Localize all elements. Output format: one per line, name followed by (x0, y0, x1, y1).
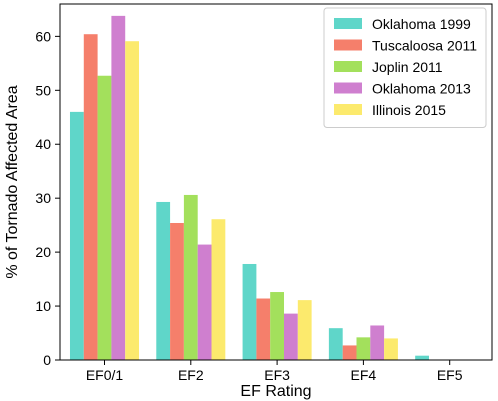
y-tick-label: 10 (35, 298, 51, 314)
y-tick-label: 60 (35, 28, 51, 44)
y-tick-label: 40 (35, 136, 51, 152)
bar (384, 338, 398, 360)
bar (125, 41, 140, 361)
bars-group (69, 15, 429, 361)
legend-label: Tuscaloosa 2011 (372, 38, 477, 54)
y-tick-label: 20 (35, 244, 51, 260)
y-axis-label: % of Tornado Affected Area (4, 85, 21, 278)
legend-label: Illinois 2015 (372, 102, 446, 118)
bar (270, 292, 285, 360)
legend-label: Joplin 2011 (372, 59, 443, 75)
plot-frame (59, 3, 493, 361)
x-tick-label: EF4 (351, 367, 377, 383)
y-axis: 0 10 20 30 40 50 60 (35, 28, 60, 368)
bar (211, 219, 226, 360)
legend-swatch (334, 104, 362, 115)
x-axis-label: EF Rating (240, 383, 311, 400)
legend-label: Oklahoma 2013 (372, 81, 471, 97)
y-tick-label: 50 (35, 82, 51, 98)
bar (97, 75, 112, 361)
x-tick-label: EF0/1 (86, 367, 124, 383)
bar (297, 300, 312, 360)
x-tick-label: EF3 (264, 367, 290, 383)
bar (284, 313, 298, 360)
legend-swatch (334, 61, 362, 72)
x-axis: EF0/1 EF2 EF3 EF4 EF5 (86, 360, 463, 383)
bar (415, 355, 429, 360)
x-tick-label: EF2 (178, 367, 204, 383)
legend-swatch (334, 39, 362, 51)
bar (111, 15, 126, 360)
bar (342, 345, 357, 360)
x-tick-label: EF5 (437, 367, 463, 383)
y-tick-label: 30 (35, 190, 51, 206)
legend-box (323, 7, 487, 128)
bar (256, 298, 271, 360)
bar (328, 328, 343, 360)
bar (356, 337, 371, 360)
bar (370, 325, 385, 360)
legend-label: Oklahoma 1999 (372, 16, 471, 32)
bar (197, 244, 212, 360)
bar (156, 201, 171, 360)
bar (69, 111, 84, 360)
bar (183, 194, 198, 360)
legend-swatch (334, 18, 362, 29)
bar (83, 34, 98, 361)
bar (242, 263, 257, 360)
legend: Oklahoma 1999 Tuscaloosa 2011 Joplin 2011 O… (323, 7, 487, 128)
legend-swatch (334, 82, 362, 94)
bar (170, 222, 184, 360)
y-tick-label: 0 (43, 352, 51, 368)
